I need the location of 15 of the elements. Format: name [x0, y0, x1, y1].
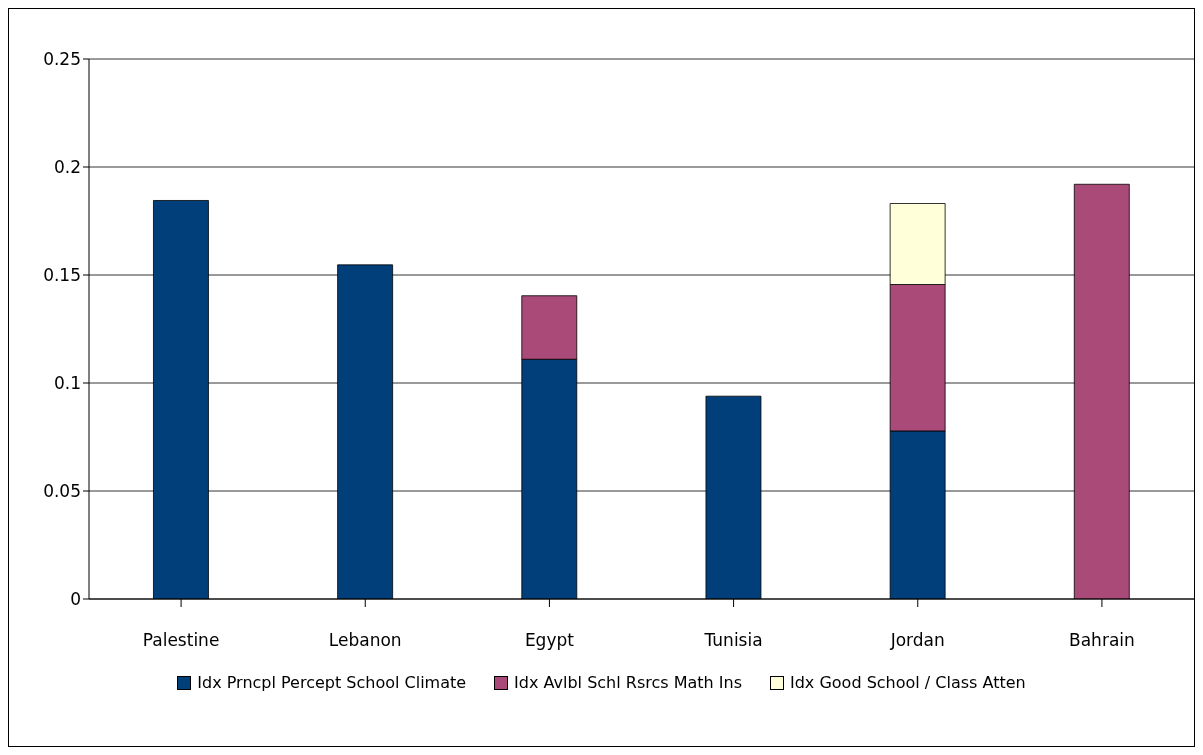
x-tick-label: Palestine — [142, 630, 220, 651]
y-tick-label: 0.15 — [43, 265, 81, 286]
legend-label: Idx Avlbl Schl Rsrcs Math Ins — [514, 673, 742, 692]
x-tick-label: Egypt — [524, 630, 575, 651]
y-tick-label: 0.2 — [53, 157, 81, 178]
y-tick-label: 0 — [70, 589, 81, 610]
x-tick-label: Bahrain — [1069, 630, 1135, 651]
y-tick-label: 0.05 — [43, 481, 81, 502]
legend-label: Idx Good School / Class Atten — [789, 673, 1026, 692]
x-tick-label: Jordan — [889, 630, 945, 651]
y-tick-label: 0.25 — [43, 49, 81, 70]
x-tick-label: Tunisia — [703, 630, 763, 651]
x-tick-label: Lebanon — [328, 630, 402, 651]
legend-label: Idx Prncpl Percept School Climate — [197, 673, 467, 692]
y-tick-label: 0.1 — [53, 373, 81, 394]
